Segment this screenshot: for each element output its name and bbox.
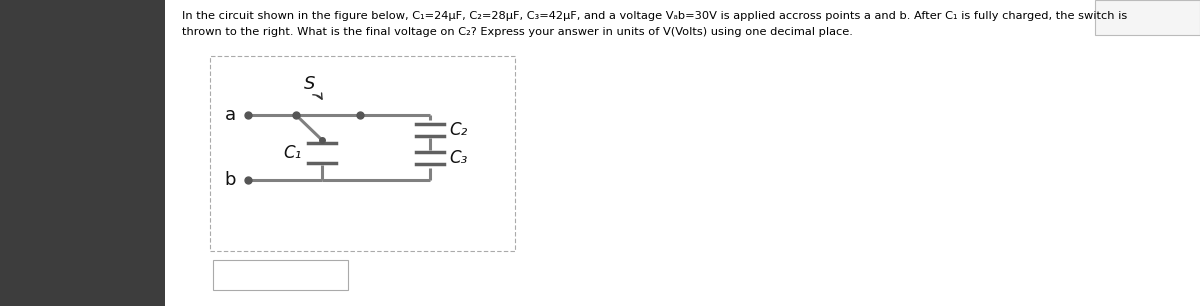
Bar	[166, 0, 1200, 306]
Text: b: b	[224, 171, 236, 189]
Text: In the circuit shown in the figure below, C₁=24μF, C₂=28μF, C₃=42μF, and a volta: In the circuit shown in the figure below…	[182, 11, 1127, 21]
Bar	[0, 0, 166, 306]
Text: S: S	[304, 75, 316, 93]
Bar	[214, 260, 348, 290]
Bar	[1096, 0, 1200, 35]
Text: C₃: C₃	[449, 149, 467, 167]
Bar	[210, 56, 515, 251]
Text: a: a	[224, 106, 236, 124]
Text: C₁: C₁	[283, 144, 302, 162]
Text: thrown to the right. What is the final voltage on C₂? Express your answer in uni: thrown to the right. What is the final v…	[182, 27, 853, 37]
Text: C₂: C₂	[449, 121, 467, 139]
